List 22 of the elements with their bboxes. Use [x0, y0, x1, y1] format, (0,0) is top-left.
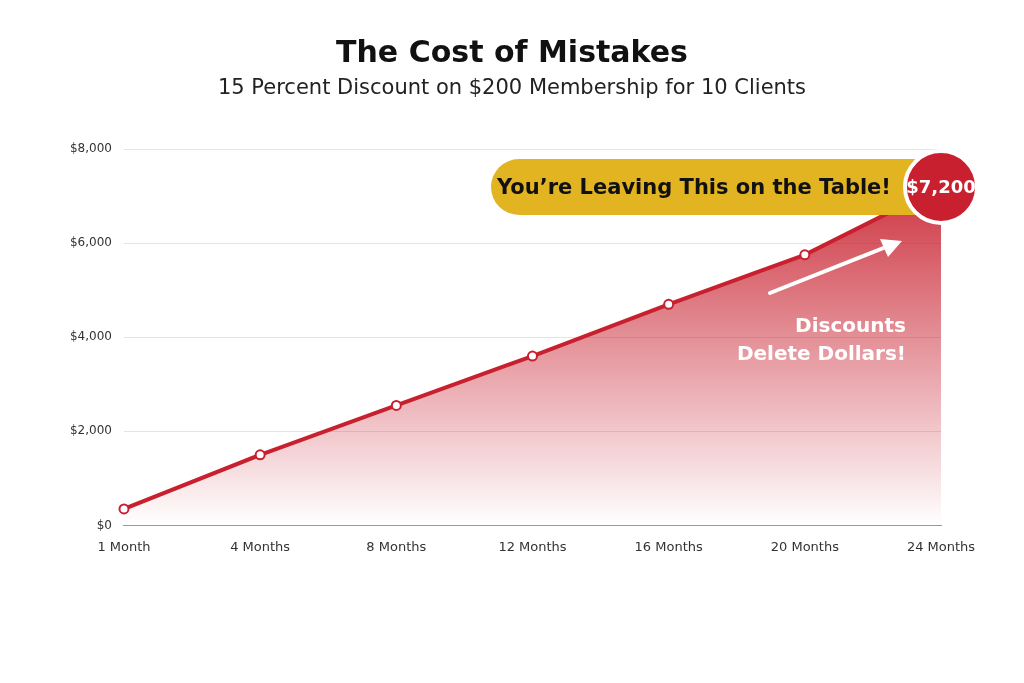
y-tick-label: $0: [96, 517, 112, 532]
y-tick-label: $2,000: [69, 423, 112, 438]
y-tick-label: $4,000: [69, 329, 112, 344]
x-tick-label: 24 Months: [906, 538, 976, 554]
point: [390, 399, 402, 411]
annotation: Discounts Delete Dollars!: [735, 312, 906, 367]
x-tick-label: 12 Months: [498, 538, 567, 554]
x-tick-label: 1 Month: [97, 538, 151, 554]
chart-title: The Cost of Mistakes: [335, 33, 689, 69]
point: [526, 350, 538, 362]
point: [118, 503, 130, 515]
x-tick-label: 8 Months: [366, 538, 427, 554]
point: [799, 249, 811, 261]
point: [254, 449, 266, 461]
x-tick-label: 20 Months: [770, 538, 840, 554]
x-tick-label: 4 Months: [230, 538, 291, 554]
y-tick-label: $6,000: [69, 235, 112, 250]
chart-subtitle: 15 Percent Discount on $200 Membership for 10 Clients: [216, 75, 808, 99]
annotation: You’re Leaving This on the Table!: [497, 174, 891, 199]
point: [663, 298, 675, 310]
x-tick-label: 16 Months: [634, 538, 703, 554]
y-tick-label: $8,000: [69, 141, 112, 156]
